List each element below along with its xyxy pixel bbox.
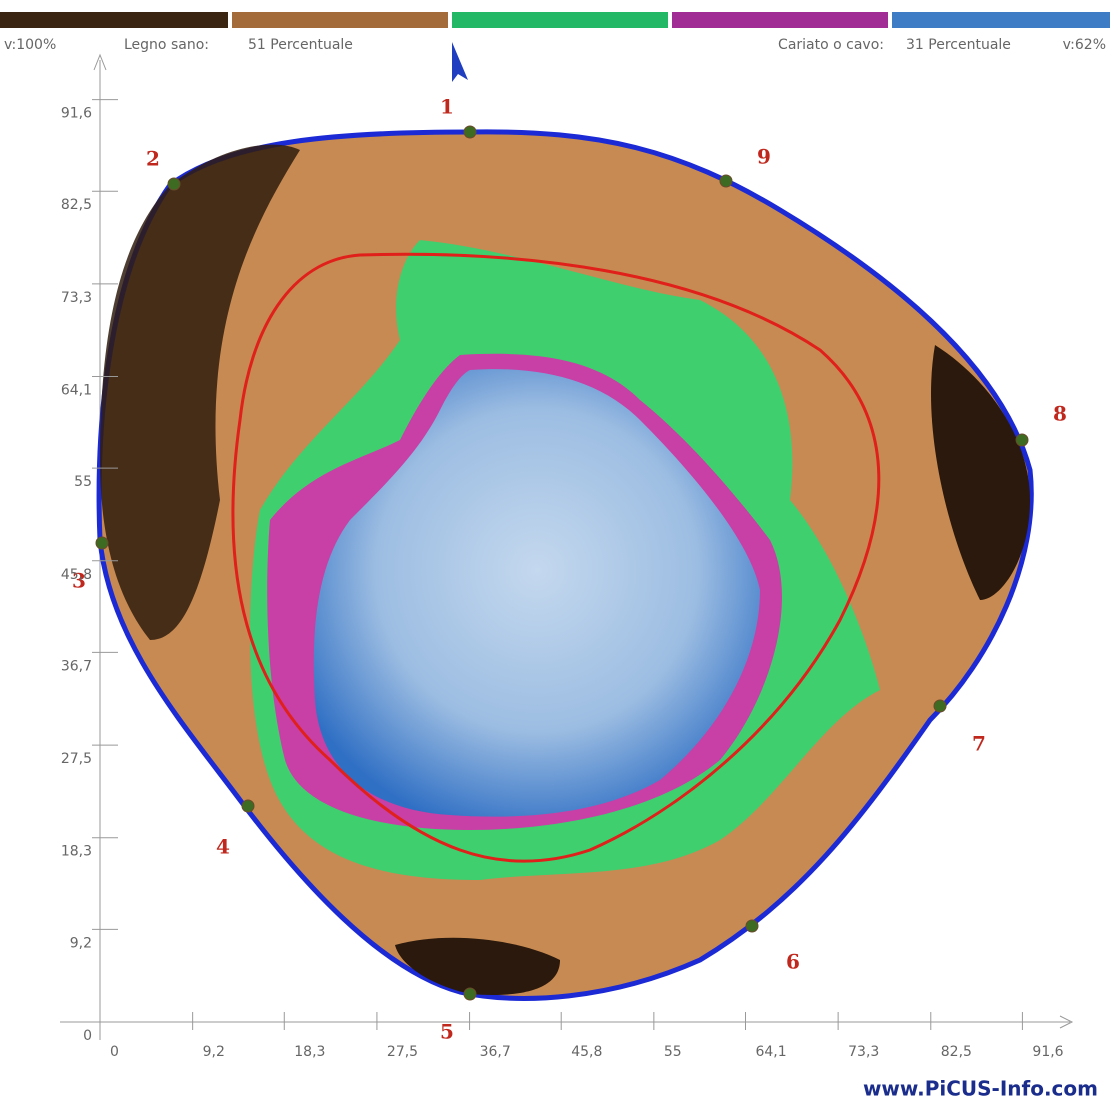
sensor-label: 7: [972, 732, 986, 756]
scale-min: v:62%: [1063, 37, 1106, 53]
y-tick-label: 36,7: [61, 658, 92, 674]
sensor-label: 9: [757, 145, 771, 169]
color-scale: [0, 12, 1110, 28]
sound-value: 51 Percentuale: [248, 37, 353, 53]
x-tick-label: 82,5: [941, 1044, 972, 1060]
sensor-label: 5: [440, 1020, 454, 1044]
y-tick-label: 45,8: [61, 567, 92, 583]
sensor-label: 8: [1053, 402, 1067, 426]
y-tick-label: 91,6: [61, 106, 92, 122]
y-tick-label: 18,3: [61, 844, 92, 860]
x-tick-label: 36,7: [480, 1044, 511, 1060]
tomogram: [95, 125, 1034, 1001]
north-arrow: [452, 42, 468, 82]
watermark: www.PiCUS-Info.com: [863, 1077, 1098, 1101]
x-tick-label: 91,6: [1032, 1044, 1063, 1060]
y-tick-label: 73,3: [61, 290, 92, 306]
x-tick-label: 0: [110, 1044, 119, 1060]
decay-label: Cariato o cavo:: [778, 37, 884, 53]
x-tick-label: 64,1: [755, 1044, 786, 1060]
sensor-labels: 1 2 3 4 5 6 7 8 9: [72, 95, 1067, 1044]
sensor-label: 4: [216, 835, 230, 859]
x-tick-label: 9,2: [203, 1044, 225, 1060]
sensor-label: 2: [146, 147, 160, 171]
x-tick-label: 18,3: [294, 1044, 325, 1060]
scale-max: v:100%: [4, 37, 56, 53]
sound-label: Legno sano:: [124, 37, 209, 53]
y-tick-label: 64,1: [61, 383, 92, 399]
y-tick-label: 82,5: [61, 197, 92, 213]
sensor-label: 1: [440, 95, 454, 119]
y-tick-label: 0: [83, 1028, 92, 1044]
y-tick-label: 55: [74, 474, 92, 490]
sensor-label: 3: [72, 569, 86, 593]
x-tick-label: 73,3: [848, 1044, 879, 1060]
decay-value: 31 Percentuale: [906, 37, 1011, 53]
y-tick-label: 9,2: [70, 935, 92, 951]
x-tick-label: 55: [664, 1044, 682, 1060]
y-tick-label: 27,5: [61, 751, 92, 767]
x-tick-label: 45,8: [571, 1044, 602, 1060]
sensor-label: 6: [786, 950, 800, 974]
x-tick-label: 27,5: [387, 1044, 418, 1060]
